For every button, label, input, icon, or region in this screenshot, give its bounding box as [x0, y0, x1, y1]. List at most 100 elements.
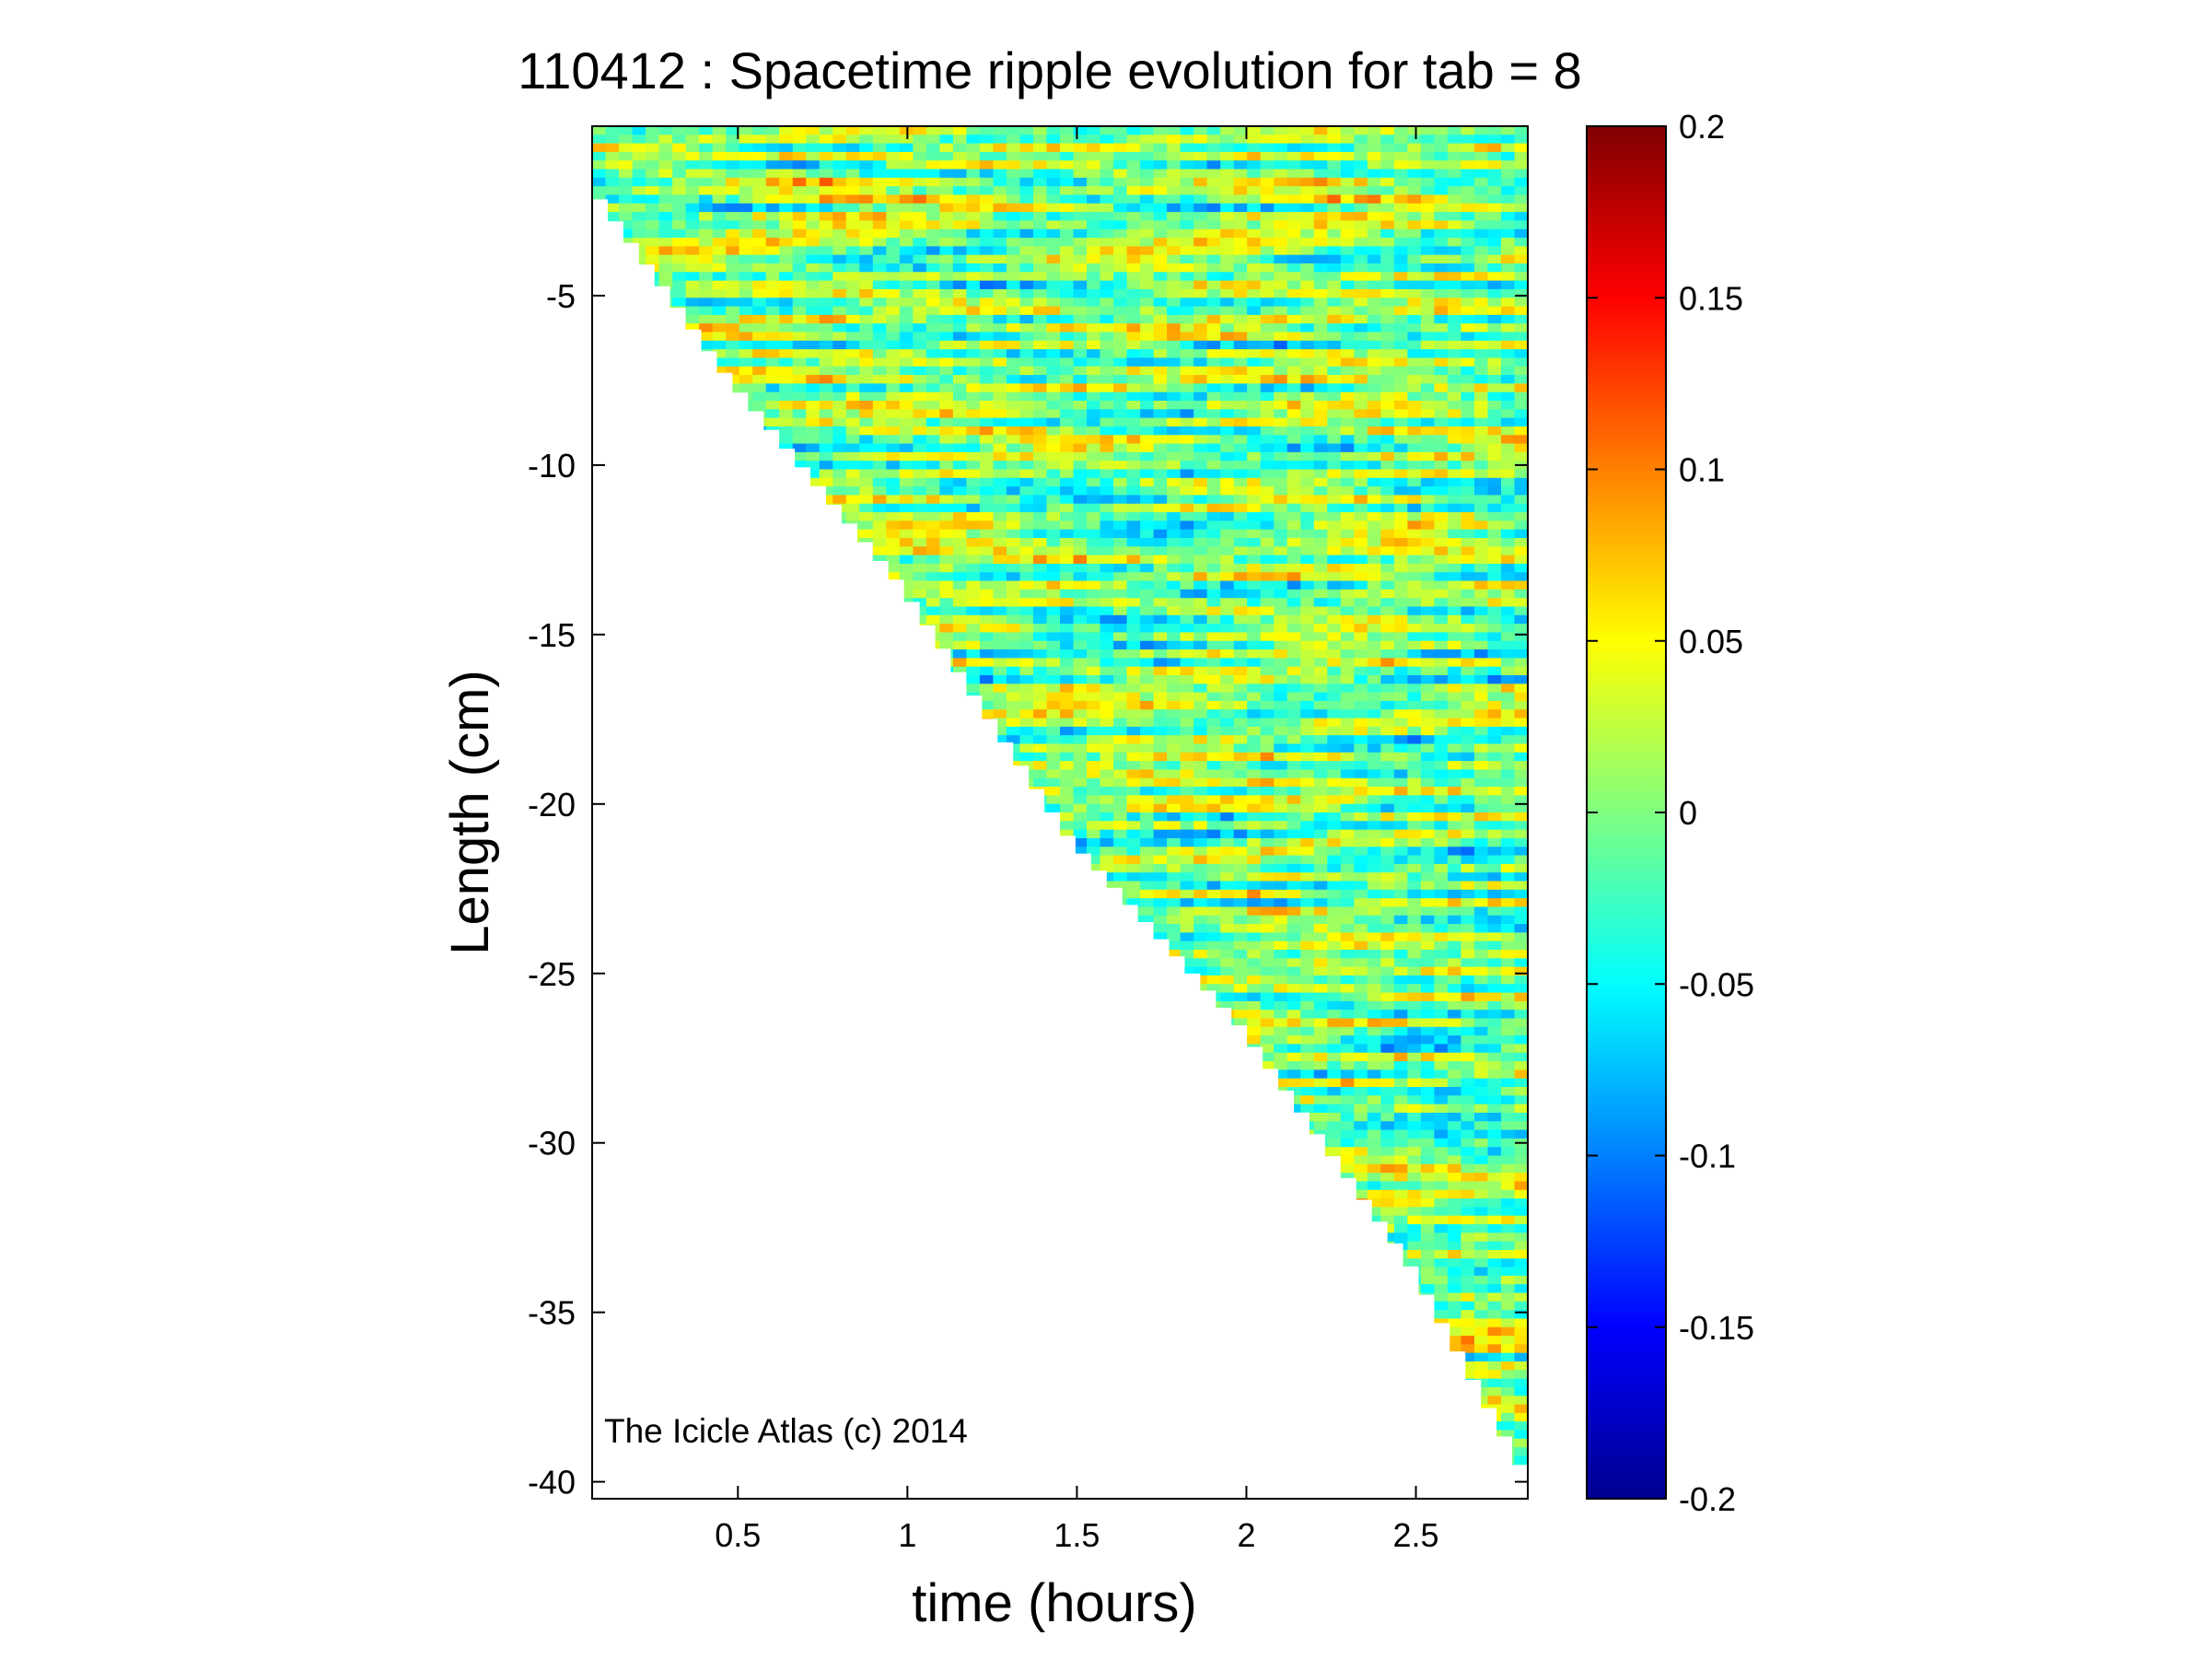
heatmap-cell [1473, 246, 1489, 256]
heatmap-cell [739, 477, 753, 487]
heatmap-cell [859, 177, 874, 187]
heatmap-cell [1393, 477, 1409, 487]
heatmap-cell [779, 451, 794, 461]
heatmap-cell [1220, 417, 1235, 427]
heatmap-cell [792, 306, 808, 316]
heatmap-cell [1100, 203, 1114, 213]
heatmap-cell [1327, 349, 1342, 359]
heatmap-cell [1167, 288, 1182, 299]
heatmap-cell [806, 451, 821, 461]
heatmap-cell [1407, 469, 1422, 479]
heatmap-cell [1019, 272, 1034, 282]
heatmap-cell [739, 177, 753, 187]
heatmap-cell [1514, 228, 1528, 239]
heatmap-cell [952, 151, 968, 162]
heatmap-cell [685, 126, 700, 136]
heatmap-cell [1087, 151, 1101, 162]
heatmap-cell [966, 375, 981, 385]
heatmap-cell [779, 529, 794, 539]
heatmap-cell [979, 563, 995, 574]
heatmap-cell [1220, 435, 1235, 445]
heatmap-cell [1180, 238, 1194, 248]
heatmap-cell [1032, 143, 1048, 153]
heatmap-cell [1153, 366, 1168, 376]
heatmap-cell [1487, 391, 1502, 402]
heatmap-cell [1032, 709, 1048, 719]
heatmap-cell [1420, 383, 1436, 393]
heatmap-cell [1500, 401, 1516, 411]
heatmap-cell [1113, 298, 1128, 308]
heatmap-cell [1380, 306, 1395, 316]
heatmap-cell [1032, 443, 1048, 453]
heatmap-cell [1354, 512, 1368, 522]
heatmap-cell [939, 298, 954, 308]
heatmap-cell [712, 332, 727, 342]
heatmap-cell [1340, 160, 1356, 170]
heatmap-cell [765, 503, 780, 513]
heatmap-cell [712, 700, 727, 711]
heatmap-cell [1220, 151, 1235, 162]
heatmap-cell [1153, 512, 1168, 522]
heatmap-cell [1019, 401, 1034, 411]
heatmap-cell [1434, 417, 1449, 427]
heatmap-cell [1153, 246, 1168, 256]
heatmap-cell [1180, 589, 1194, 599]
heatmap-cell [1233, 640, 1248, 650]
heatmap-cell [1274, 451, 1288, 461]
heatmap-cell [658, 263, 673, 274]
heatmap-cell [1300, 366, 1315, 376]
heatmap-cell [1380, 169, 1395, 179]
heatmap-cell [605, 614, 620, 625]
heatmap-cell [819, 254, 834, 264]
heatmap-cell [1247, 451, 1262, 461]
heatmap-cell [1260, 503, 1275, 513]
heatmap-cell [1046, 512, 1061, 522]
heatmap-cell [926, 228, 941, 239]
heatmap-cell [592, 383, 607, 393]
heatmap-cell [1167, 461, 1182, 471]
heatmap-cell [1300, 340, 1315, 350]
heatmap-cell [1167, 624, 1182, 634]
heatmap-cell [913, 212, 927, 222]
heatmap-cell [806, 366, 821, 376]
heatmap-cell [1447, 288, 1462, 299]
heatmap-cell [1313, 555, 1329, 565]
heatmap-cell [1167, 349, 1182, 359]
heatmap-cell [605, 391, 620, 402]
heatmap-cell [1447, 606, 1462, 616]
heatmap-cell [819, 426, 834, 437]
heatmap-cell [1100, 709, 1114, 719]
heatmap-cell [1300, 417, 1315, 427]
heatmap-cell [699, 451, 714, 461]
heatmap-cell [1233, 683, 1248, 694]
heatmap-cell [966, 126, 981, 136]
heatmap-cell [1206, 598, 1221, 608]
heatmap-cell [632, 461, 646, 471]
heatmap-cell [1167, 306, 1182, 316]
heatmap-cell [993, 709, 1007, 719]
heatmap-cell [1407, 512, 1422, 522]
heatmap-cell [1100, 306, 1114, 316]
heatmap-cell [1019, 538, 1034, 548]
heatmap-cell [765, 700, 780, 711]
heatmap-cell [1019, 134, 1034, 145]
heatmap-cell [1019, 228, 1034, 239]
heatmap-cell [1473, 546, 1489, 556]
heatmap-cell [1473, 589, 1489, 599]
heatmap-cell [1126, 340, 1141, 350]
heatmap-cell [1180, 520, 1194, 531]
heatmap-cell [726, 572, 740, 582]
heatmap-cell [1420, 718, 1436, 728]
heatmap-cell [752, 572, 767, 582]
heatmap-cell [1140, 246, 1155, 256]
heatmap-cell [1100, 486, 1114, 497]
heatmap-cell [726, 383, 740, 393]
heatmap-cell [1434, 435, 1449, 445]
heatmap-cell [1300, 538, 1315, 548]
heatmap-cell [605, 238, 620, 248]
heatmap-cell [1073, 683, 1088, 694]
heatmap-cell [712, 375, 727, 385]
heatmap-cell [966, 298, 981, 308]
heatmap-cell [1327, 151, 1342, 162]
heatmap-cell [1060, 598, 1075, 608]
